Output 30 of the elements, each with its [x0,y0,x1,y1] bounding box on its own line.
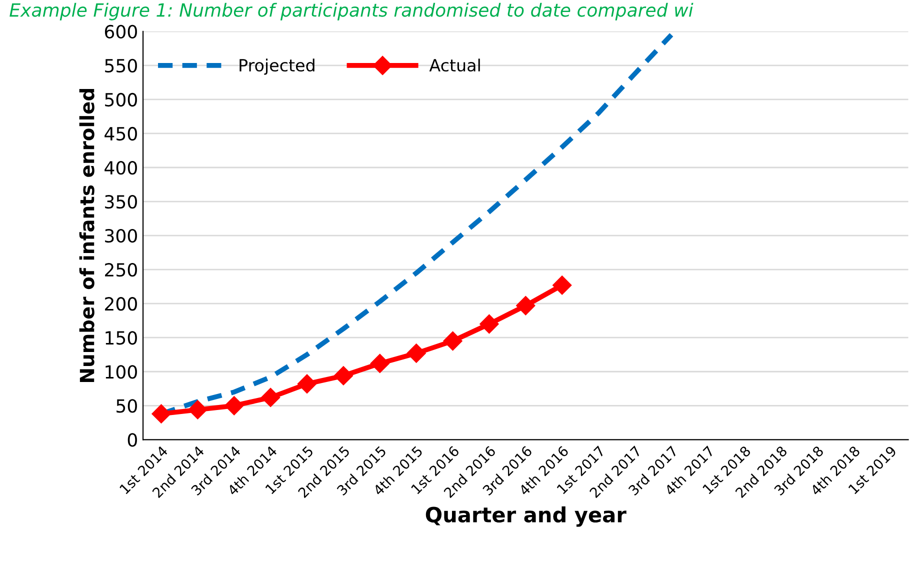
legend-label: Actual [429,58,480,72]
point [443,331,462,351]
y-tick-label: 500 [105,92,137,107]
point [188,400,208,420]
point [334,366,353,386]
y-tick-label: 0 [128,433,137,447]
x-axis-title: Quarter and year [426,506,626,527]
y-tick-label: 450 [104,126,137,141]
point [261,388,280,408]
y-tick-label: 550 [105,58,137,73]
y-tick-label: 400 [104,160,137,175]
y-tick-label: 50 [116,399,137,413]
point [406,344,426,363]
y-tick-label: 200 [105,297,137,311]
y-tick-label: 250 [105,263,137,277]
y-axis-title: Number of infants enrolled [79,88,94,382]
y-tick-label: 150 [106,331,137,345]
y-tick-label: 100 [106,365,137,379]
y-tick-label: 350 [105,194,137,209]
y-tick-label: 600 [104,24,137,39]
legend-label: Projected [240,58,314,75]
point [152,404,171,424]
chart-title: Example Figure 1: Number of participants randomised to date compared wi [10,2,694,20]
point [224,396,244,416]
point [480,314,499,334]
y-tick-label: 300 [105,228,137,243]
point [370,354,390,373]
point [516,296,536,316]
point [297,374,317,394]
point [552,276,572,295]
